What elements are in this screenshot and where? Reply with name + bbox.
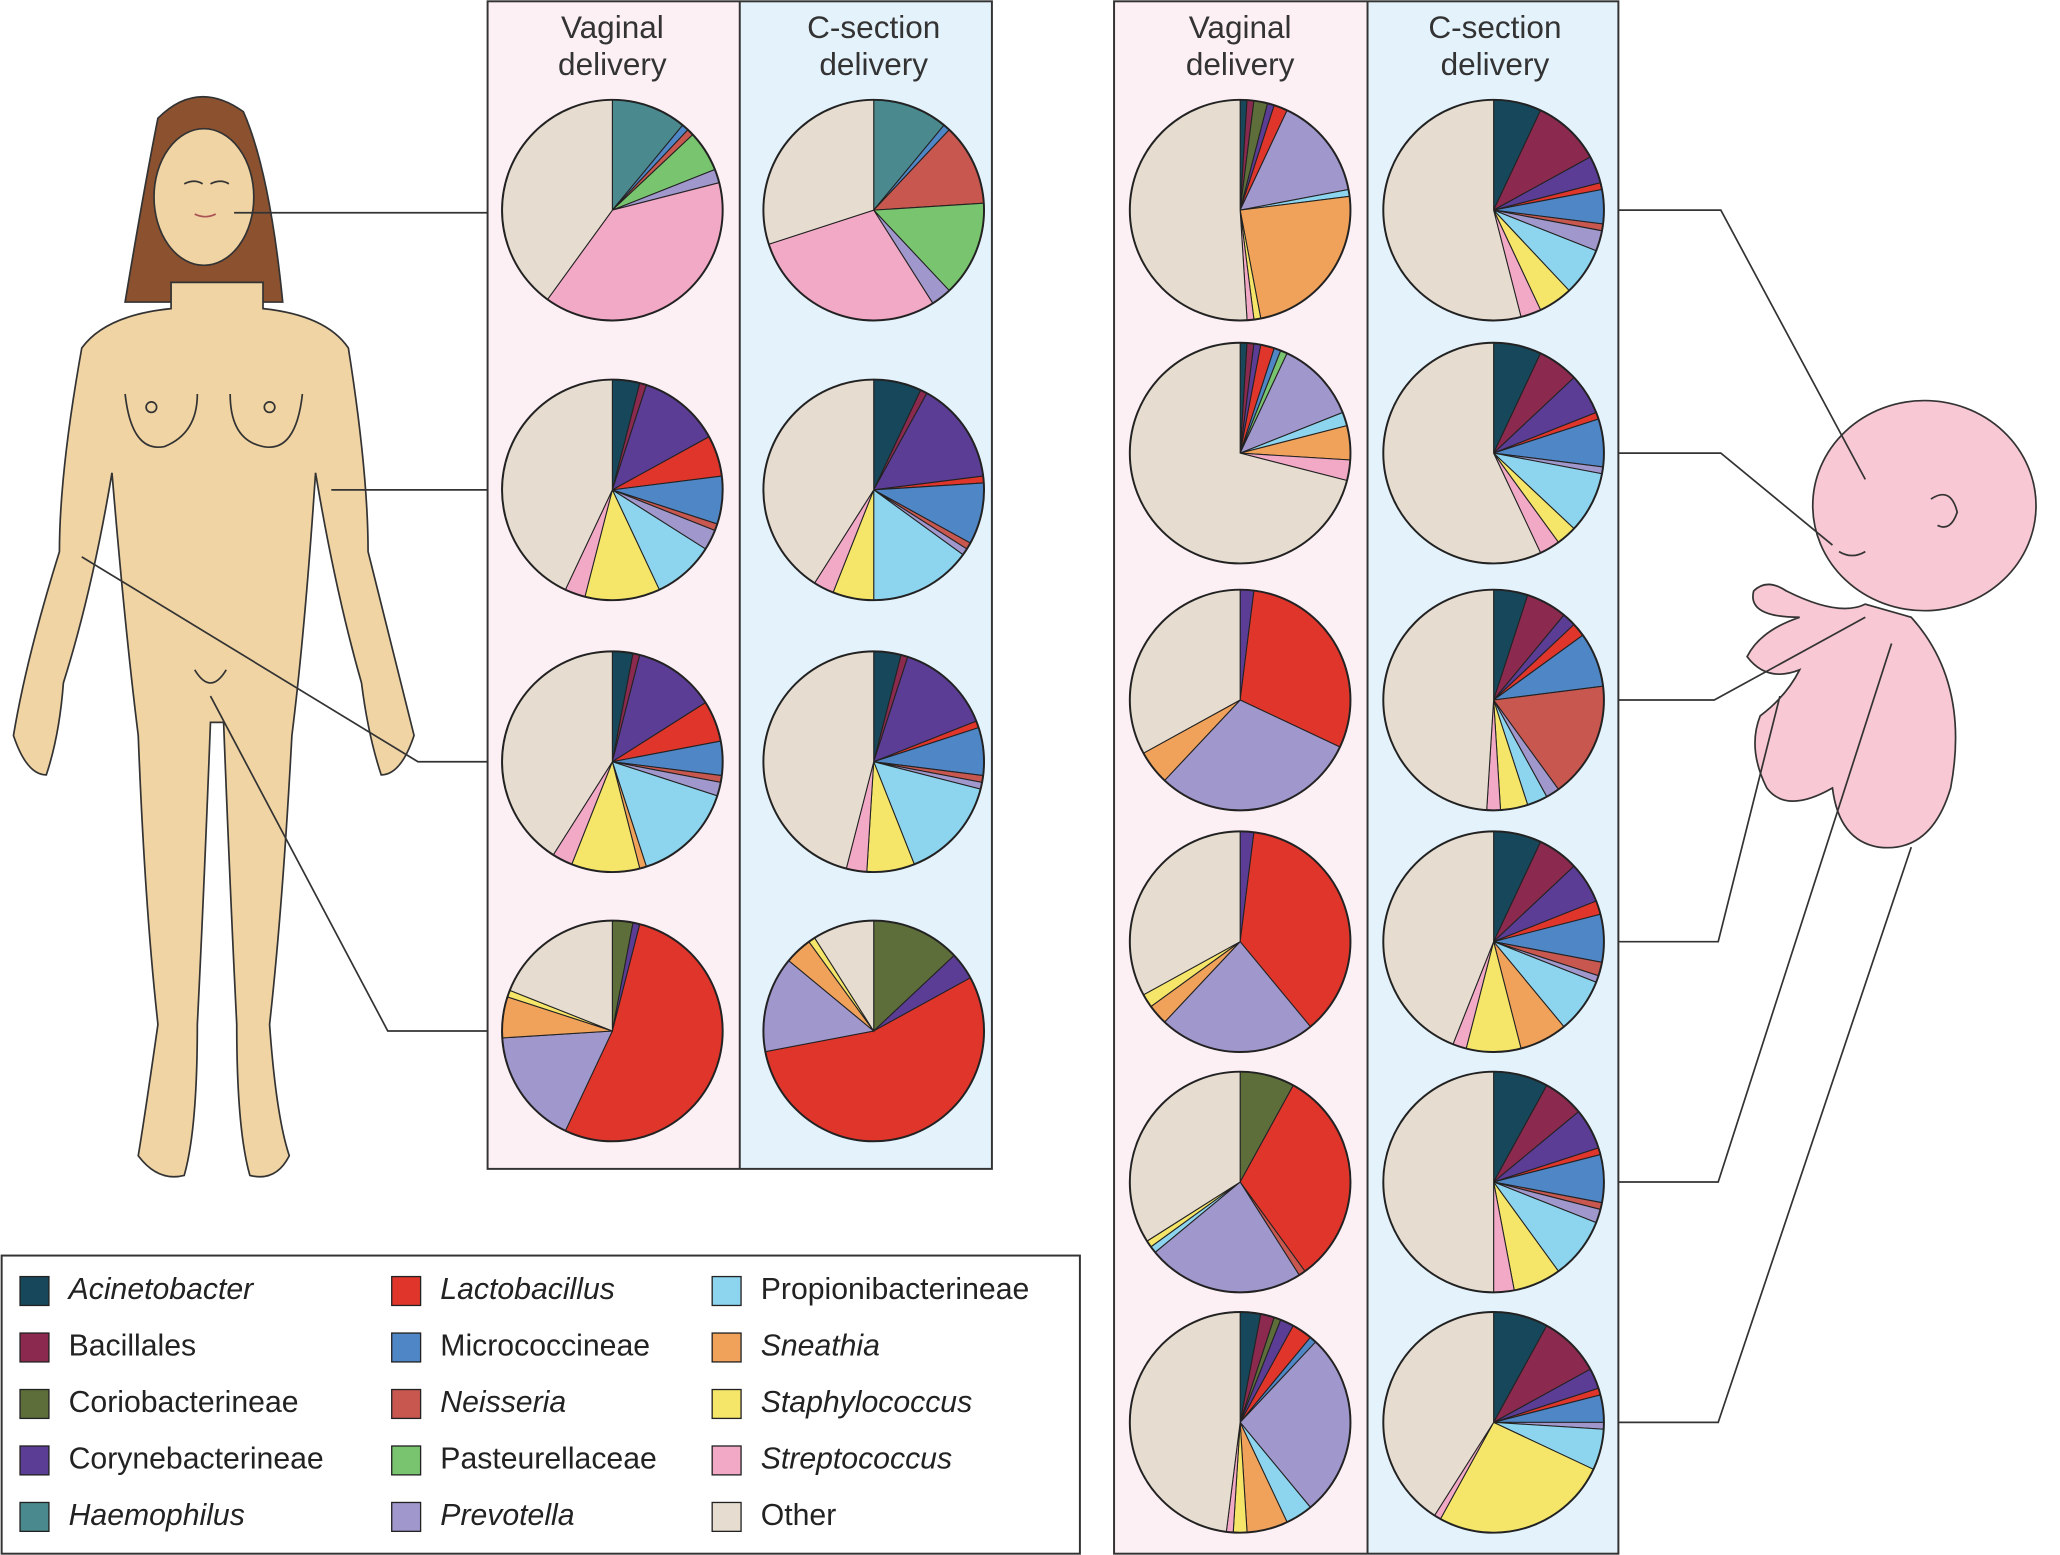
legend-swatch xyxy=(19,1445,50,1476)
legend-swatch xyxy=(19,1388,50,1420)
legend-label: Prevotella xyxy=(440,1499,574,1532)
header-text: Vaginal delivery xyxy=(558,10,667,83)
pie-outline xyxy=(1128,1311,1352,1534)
pie-outline xyxy=(501,919,724,1143)
pie xyxy=(762,98,986,322)
pie-outline xyxy=(762,650,986,874)
pie-outline xyxy=(762,378,986,602)
legend-label: Other xyxy=(761,1499,837,1532)
pie-outline xyxy=(1382,98,1605,322)
legend-label: Pasteurellaceae xyxy=(440,1442,657,1475)
header: C-section delivery xyxy=(1428,10,1562,83)
header-text: Vaginal delivery xyxy=(1185,10,1295,83)
header-text: C-section delivery xyxy=(1428,10,1562,83)
pie-outline xyxy=(1382,1070,1605,1294)
pie xyxy=(1128,98,1352,322)
legend-label: Bacillales xyxy=(69,1329,197,1362)
pie xyxy=(501,98,724,322)
legend-label: Propionibacterineae xyxy=(761,1273,1030,1306)
legend-label: Corynebacterineae xyxy=(69,1442,324,1475)
legend-swatch xyxy=(19,1332,50,1363)
legend-label: Micrococcineae xyxy=(440,1329,650,1362)
pie-outline xyxy=(1382,1311,1605,1534)
pie xyxy=(762,378,986,602)
pie xyxy=(1382,588,1605,812)
pie-outline xyxy=(1128,588,1352,812)
legend-swatch xyxy=(391,1445,422,1476)
pie xyxy=(501,919,724,1143)
legend-label: Staphylococcus xyxy=(761,1386,972,1419)
legend-label: Coriobacterineae xyxy=(69,1386,299,1419)
legend-swatch xyxy=(19,1275,50,1307)
pie-outline xyxy=(1382,588,1605,812)
pie xyxy=(1128,588,1352,812)
legend-label: Acinetobacter xyxy=(67,1273,256,1306)
legend-swatch xyxy=(711,1388,742,1420)
baby xyxy=(1746,399,2037,849)
leader-lines xyxy=(81,209,1913,1424)
pie xyxy=(1128,830,1352,1053)
legend-swatch xyxy=(711,1445,742,1476)
pie xyxy=(1128,1311,1352,1534)
pie-outline xyxy=(1382,830,1605,1053)
mother xyxy=(12,95,415,1178)
legend-swatch xyxy=(391,1388,422,1420)
pie-outline xyxy=(1382,341,1605,565)
pie xyxy=(1382,830,1605,1053)
legend-swatch xyxy=(19,1501,50,1533)
pie-outline xyxy=(501,98,724,322)
header: C-section delivery xyxy=(807,10,941,83)
header-text: C-section delivery xyxy=(807,10,941,83)
legend-label: Lactobacillus xyxy=(440,1273,615,1306)
pie xyxy=(1128,341,1352,565)
legend-label: Sneathia xyxy=(761,1329,880,1362)
pie-outline xyxy=(1128,830,1352,1053)
pie xyxy=(501,378,724,602)
legend-label: Streptococcus xyxy=(761,1442,952,1475)
pie-outline xyxy=(501,378,724,602)
legend-swatch xyxy=(391,1332,422,1363)
pie xyxy=(1382,1070,1605,1294)
pie xyxy=(1382,1311,1605,1534)
pie-outline xyxy=(762,919,986,1143)
legend-swatch xyxy=(711,1332,742,1363)
pie-outline xyxy=(1128,341,1352,565)
pie xyxy=(762,919,986,1143)
legend-swatch xyxy=(711,1275,742,1307)
legend-frame xyxy=(0,1254,1081,1555)
pie-outline xyxy=(1128,1070,1352,1294)
legend-label: Neisseria xyxy=(440,1386,566,1419)
legend-swatch xyxy=(391,1501,422,1533)
pie-outline xyxy=(1128,98,1352,322)
pie xyxy=(501,650,724,874)
header: Vaginal delivery xyxy=(1185,10,1295,83)
legend-swatch xyxy=(711,1501,742,1533)
pie xyxy=(1128,1070,1352,1294)
pie-outline xyxy=(501,650,724,874)
legend-label: Haemophilus xyxy=(69,1499,245,1532)
pie xyxy=(1382,341,1605,565)
header: Vaginal delivery xyxy=(558,10,667,83)
pie xyxy=(1382,98,1605,322)
panel-frame xyxy=(1113,0,1620,1555)
pie xyxy=(762,650,986,874)
pie-outline xyxy=(762,98,986,322)
legend-swatch xyxy=(391,1275,422,1307)
